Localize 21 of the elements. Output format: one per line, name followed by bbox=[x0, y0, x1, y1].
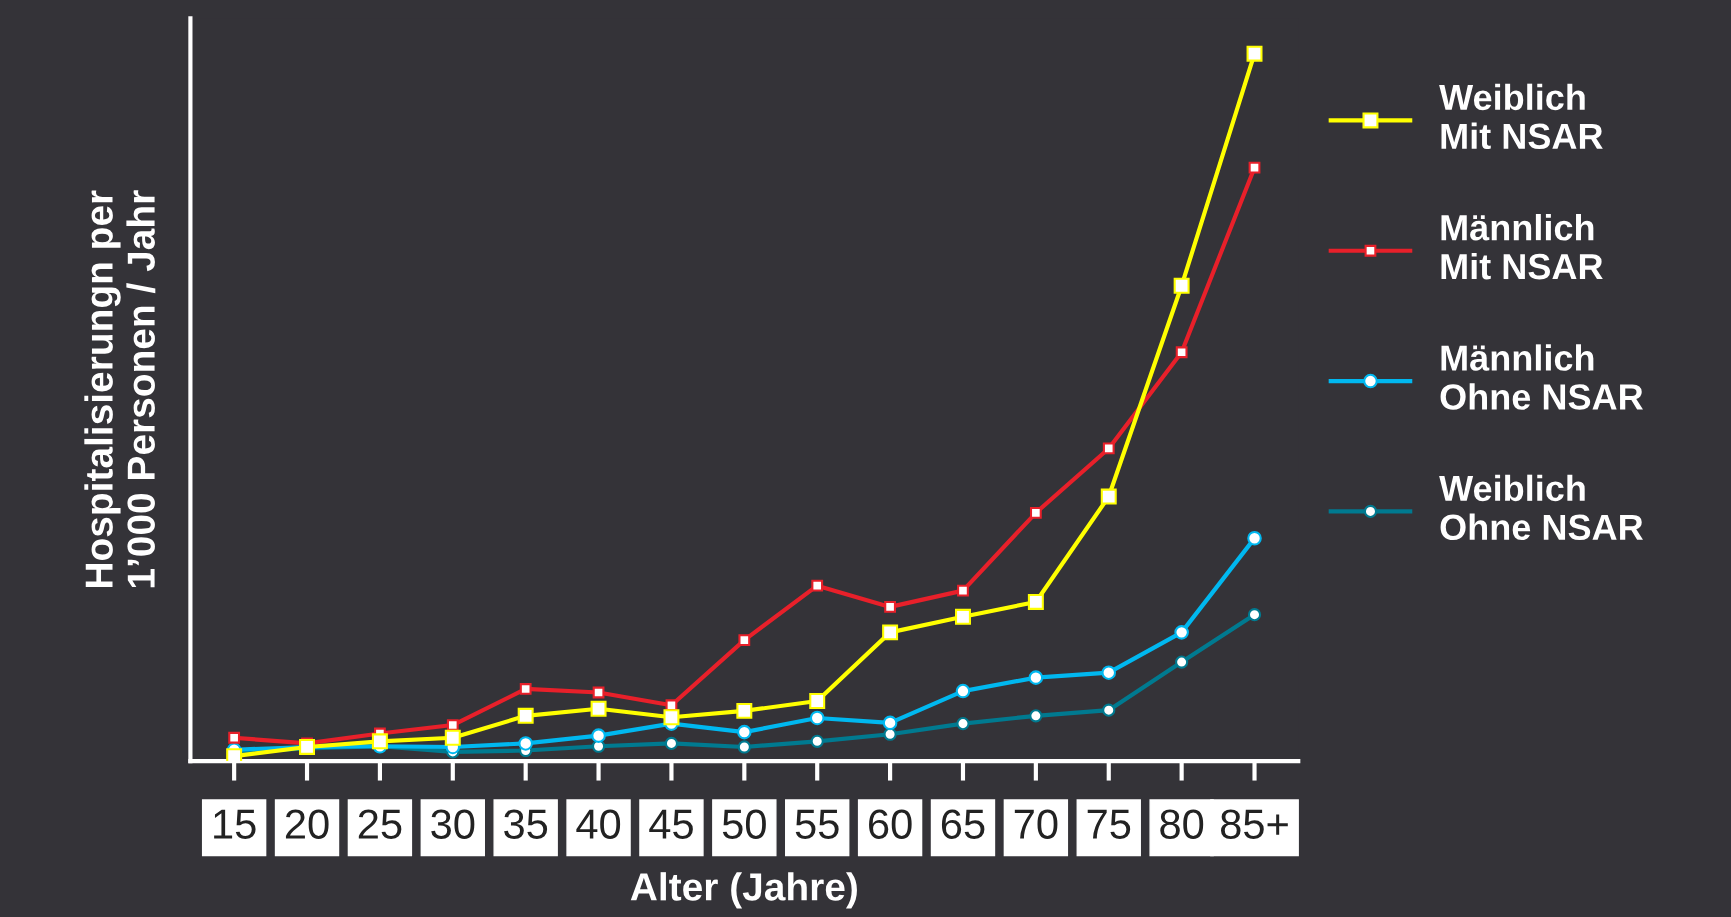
x-tick-label: 60 bbox=[869, 809, 912, 839]
x-tick-label: 55 bbox=[795, 809, 839, 839]
x-tick-label: 45 bbox=[649, 809, 693, 839]
x-tick-label: 70 bbox=[1014, 809, 1058, 839]
legend-label: Weiblich Mit NSAR bbox=[1439, 83, 1603, 150]
x-tick-label: 50 bbox=[722, 809, 766, 839]
legend-label: Männlich Ohne NSAR bbox=[1440, 344, 1643, 410]
x-tick-label: 30 bbox=[431, 809, 475, 839]
legend-label: Männlich Mit NSAR bbox=[1441, 214, 1603, 280]
y-axis-title: Hospitalisierungn per 1’000 Personen / Jahr bbox=[84, 190, 156, 588]
x-tick-label: 65 bbox=[941, 809, 985, 839]
x-tick-label: 40 bbox=[576, 809, 621, 839]
x-tick-label: 20 bbox=[285, 809, 329, 839]
x-tick-label: 25 bbox=[358, 809, 402, 839]
x-axis-title: Alter (Jahre) bbox=[630, 872, 857, 909]
x-tick-label: 85+ bbox=[1220, 809, 1288, 839]
x-tick-label: 80 bbox=[1160, 809, 1204, 839]
x-tick-label: 35 bbox=[504, 809, 548, 839]
legend-label: Weiblich Ohne NSAR bbox=[1439, 474, 1643, 541]
x-tick-label: 15 bbox=[214, 809, 256, 839]
x-tick-label: 75 bbox=[1087, 809, 1131, 839]
